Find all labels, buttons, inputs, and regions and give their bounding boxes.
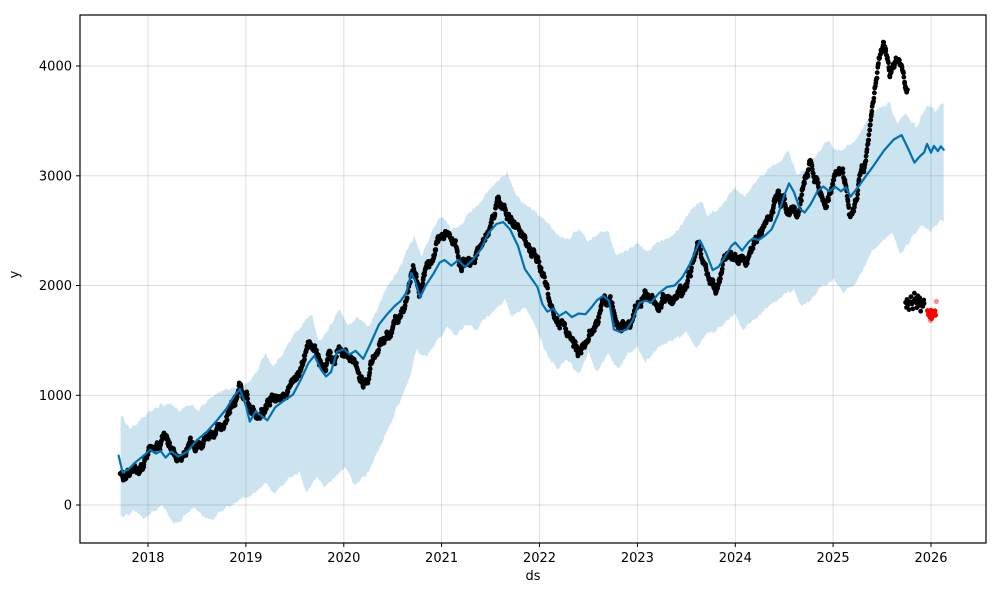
- y-tick-label-3000: 3000: [39, 169, 72, 184]
- x-tick-labels: 2018 2019 2020 2021 2022 2023 2024 2025 2026: [131, 551, 947, 566]
- observed-point: [917, 295, 923, 301]
- forecast-line: [117, 134, 945, 474]
- y-tick-label-0: 0: [64, 499, 72, 514]
- x-tick-label-2020: 2020: [327, 551, 360, 566]
- x-tick-label-2026: 2026: [914, 551, 947, 566]
- observed-point: [921, 297, 927, 303]
- y-tick-labels: 0 1000 2000 3000 4000: [39, 60, 72, 514]
- x-tick-label-2019: 2019: [229, 551, 262, 566]
- observed-point: [918, 308, 924, 314]
- x-axis-title-text: ds: [525, 569, 541, 584]
- y-axis-title-text: y: [7, 270, 23, 279]
- x-tick-label-2025: 2025: [817, 551, 850, 566]
- anomaly-point: [932, 308, 938, 314]
- anomaly-point-faded: [933, 298, 940, 304]
- axes-frame: [79, 14, 987, 544]
- uncertainty-band: [120, 101, 944, 524]
- anomaly-point: [932, 312, 939, 318]
- x-tick-label-2018: 2018: [131, 551, 164, 566]
- y-ticks: [76, 65, 80, 506]
- x-tick-label-2022: 2022: [523, 551, 556, 566]
- anomaly-points: [925, 298, 940, 323]
- y-axis-title: y: [7, 262, 23, 288]
- observed-point: [908, 294, 914, 300]
- observed-point: [910, 306, 916, 312]
- y-tick-label-4000: 4000: [39, 60, 72, 75]
- y-tick-label-2000: 2000: [39, 279, 72, 294]
- recent-low-cluster-points: [903, 290, 927, 314]
- y-tick-label-1000: 1000: [39, 389, 72, 404]
- x-tick-label-2024: 2024: [719, 551, 752, 566]
- x-ticks: [147, 543, 932, 547]
- x-tick-label-2023: 2023: [621, 551, 654, 566]
- anomaly-point-faded: [927, 317, 934, 323]
- observed-point: [906, 307, 912, 312]
- observed-point: [921, 301, 927, 306]
- x-tick-label-2021: 2021: [425, 551, 458, 566]
- x-axis-title: ds: [0, 570, 1000, 583]
- observed-point: [912, 290, 917, 296]
